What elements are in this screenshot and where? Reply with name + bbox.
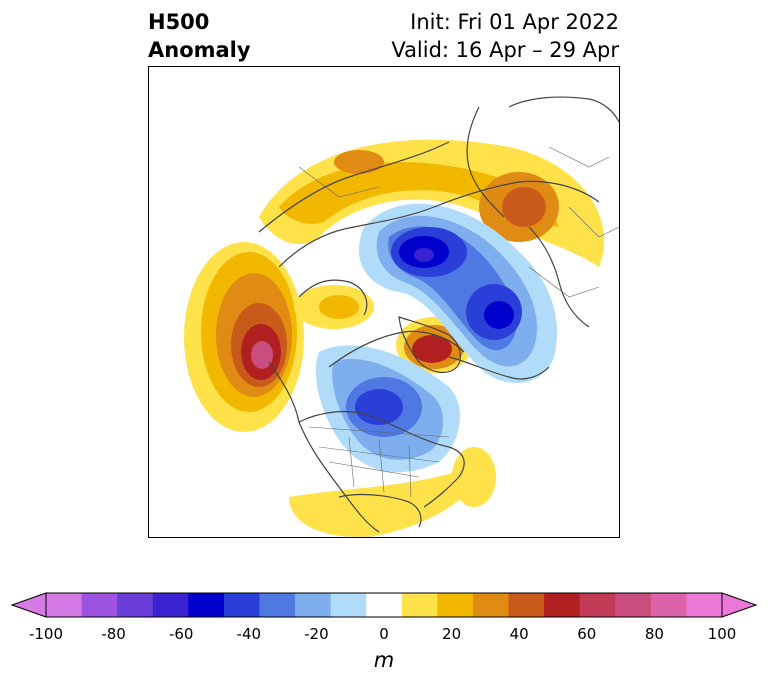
- anomaly-contour: [251, 341, 273, 369]
- colorbar-cell: [579, 593, 616, 617]
- colorbar-tick-label: -100: [28, 625, 64, 643]
- colorbar-cell: [401, 593, 438, 617]
- anomaly-contour: [502, 187, 546, 227]
- colorbar-cell: [295, 593, 332, 617]
- anomaly-contour: [484, 301, 514, 329]
- colorbar-tick-label: 0: [379, 625, 389, 643]
- colorbar-cell: [650, 593, 687, 617]
- anomaly-contour: [319, 295, 359, 319]
- colorbar-cell: [366, 593, 403, 617]
- colorbar: [10, 592, 758, 618]
- colorbar-cell: [188, 593, 225, 617]
- colorbar-cell: [152, 593, 189, 617]
- anomaly-contour: [414, 248, 434, 262]
- colorbar-cell: [81, 593, 118, 617]
- anomaly-map: [148, 66, 620, 538]
- title-field: Anomaly: [148, 38, 251, 62]
- colorbar-cell: [330, 593, 367, 617]
- colorbar-unit: m: [373, 648, 395, 672]
- colorbar-cell: [544, 593, 581, 617]
- anomaly-contour: [355, 389, 403, 425]
- colorbar-tick-label: -20: [304, 625, 329, 643]
- colorbar-cells: [46, 593, 723, 617]
- colorbar-cell: [686, 593, 723, 617]
- colorbar-cell: [615, 593, 652, 617]
- anomaly-contour: [334, 150, 384, 174]
- title-right: Init: Fri 01 Apr 2022 Valid: 16 Apr – 29…: [391, 8, 619, 64]
- valid-range: Valid: 16 Apr – 29 Apr: [391, 38, 619, 62]
- anomaly-field: [184, 139, 605, 537]
- colorbar-tick-label: 100: [707, 625, 737, 643]
- colorbar-cell: [223, 593, 260, 617]
- colorbar-tick-label: 40: [509, 625, 529, 643]
- title-variable: H500: [148, 10, 210, 34]
- colorbar-outline: [45, 592, 723, 618]
- borders: [298, 146, 619, 498]
- anomaly-contour: [452, 447, 496, 507]
- colorbar-tick-label: -60: [168, 625, 194, 643]
- colorbar-cell: [117, 593, 154, 617]
- map-canvas: [184, 96, 619, 537]
- colorbar-extend-high: [721, 592, 758, 618]
- colorbar-tick-label: 80: [644, 625, 664, 643]
- colorbar-cell: [46, 593, 83, 617]
- init-date: Init: Fri 01 Apr 2022: [410, 10, 619, 34]
- colorbar-extend-low: [10, 592, 47, 618]
- coastlines: [258, 96, 619, 533]
- anomaly-contour: [289, 452, 493, 537]
- colorbar-tick-label: 20: [442, 625, 462, 643]
- colorbar-tick-label: -80: [101, 625, 126, 643]
- title-left: H500 Anomaly: [148, 8, 251, 64]
- colorbar-cell: [259, 593, 296, 617]
- colorbar-tick-label: -40: [236, 625, 262, 643]
- colorbar-cell: [437, 593, 474, 617]
- anomaly-contour: [279, 162, 559, 227]
- colorbar-tick-label: 60: [577, 625, 597, 643]
- colorbar-cell: [508, 593, 545, 617]
- anomaly-contour: [412, 335, 452, 363]
- colorbar-cell: [472, 593, 510, 617]
